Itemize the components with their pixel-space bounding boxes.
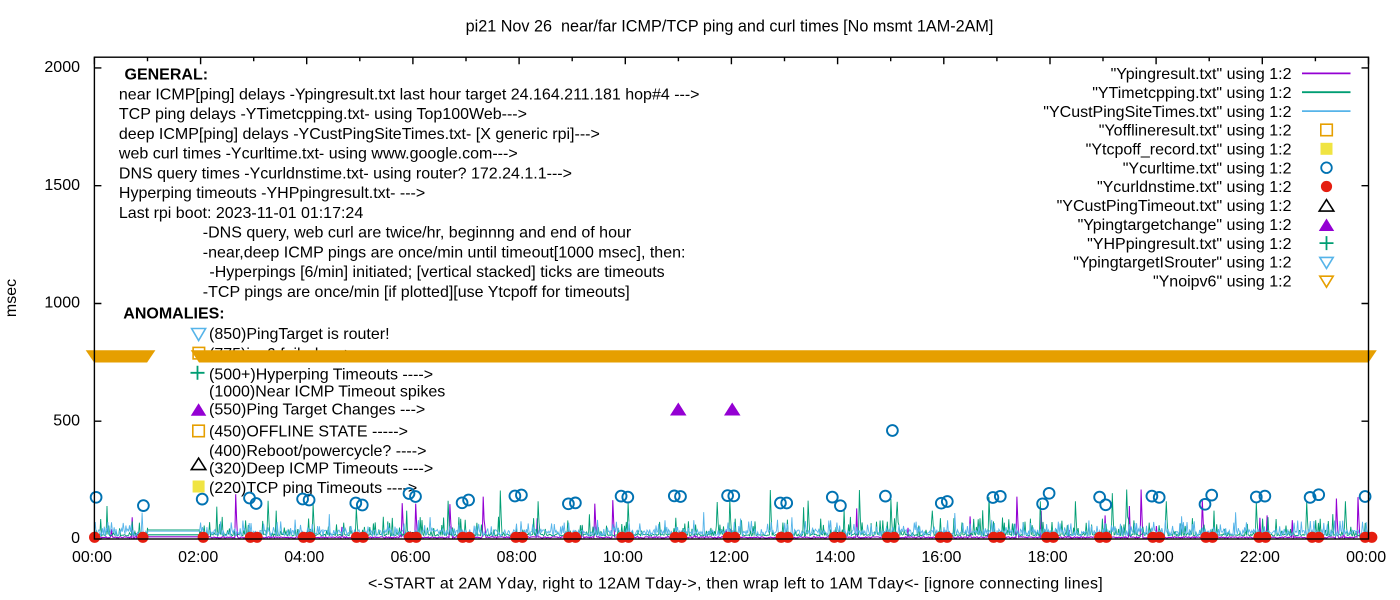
svg-text:deep ICMP[ping] delays -YCustP: deep ICMP[ping] delays -YCustPingSiteTim… [119, 126, 600, 143]
svg-text:2000: 2000 [44, 59, 80, 76]
svg-text:"Yofflineresult.txt" using 1:2: "Yofflineresult.txt" using 1:2 [1099, 123, 1292, 140]
svg-text:1500: 1500 [44, 177, 80, 194]
svg-text:"YCustPingTimeout.txt" using 1: "YCustPingTimeout.txt" using 1:2 [1057, 198, 1292, 215]
svg-text:-DNS query, web curl are twice: -DNS query, web curl are twice/hr, begin… [203, 225, 632, 242]
svg-text:0: 0 [71, 530, 80, 547]
svg-text:(1000)Near ICMP Timeout spikes: (1000)Near ICMP Timeout spikes [209, 384, 445, 401]
svg-text:1000: 1000 [44, 295, 80, 312]
svg-text:Last rpi boot: 2023-11-01 01:1: Last rpi boot: 2023-11-01 01:17:24 [119, 205, 363, 222]
svg-text:"YCustPingSiteTimes.txt" using: "YCustPingSiteTimes.txt" using 1:2 [1043, 104, 1291, 121]
svg-text:04:00: 04:00 [284, 549, 324, 566]
svg-text:GENERAL:: GENERAL: [125, 67, 209, 84]
svg-text:10:00: 10:00 [603, 549, 643, 566]
svg-text:500: 500 [53, 412, 80, 429]
svg-text:18:00: 18:00 [1028, 549, 1068, 566]
svg-text:"Ypingtargetchange" using 1:2: "Ypingtargetchange" using 1:2 [1078, 217, 1292, 234]
svg-text:08:00: 08:00 [497, 549, 537, 566]
svg-text:14:00: 14:00 [815, 549, 855, 566]
svg-text:"Ycurltime.txt" using 1:2: "Ycurltime.txt" using 1:2 [1123, 160, 1292, 177]
svg-text:02:00: 02:00 [178, 549, 218, 566]
svg-text:06:00: 06:00 [390, 549, 430, 566]
svg-text:"YTimetcpping.txt" using 1:2: "YTimetcpping.txt" using 1:2 [1092, 85, 1291, 102]
svg-text:-TCP pings are once/min [if pl: -TCP pings are once/min [if plotted][use… [203, 284, 630, 301]
svg-text:<-START at 2AM Yday, right to: <-START at 2AM Yday, right to 12AM Tday-… [368, 576, 1103, 593]
svg-text:00:00: 00:00 [72, 549, 112, 566]
svg-text:(500+)Hyperping Timeouts ---->: (500+)Hyperping Timeouts ----> [209, 367, 433, 384]
svg-text:-near,deep ICMP pings are once: -near,deep ICMP pings are once/min until… [203, 244, 686, 261]
svg-text:web curl times -Ycurltime.txt-: web curl times -Ycurltime.txt- using www… [118, 146, 518, 163]
svg-text:00:00: 00:00 [1346, 549, 1386, 566]
svg-text:near ICMP[ping] delays -Ypingr: near ICMP[ping] delays -Ypingresult.txt … [119, 87, 700, 104]
svg-text:20:00: 20:00 [1134, 549, 1174, 566]
svg-text:msec: msec [3, 279, 20, 317]
svg-text:12:00: 12:00 [709, 549, 749, 566]
svg-text:pi21 Nov 26 near/far ICMP/TCP: pi21 Nov 26 near/far ICMP/TCP ping and c… [466, 18, 994, 36]
svg-text:"Ypingresult.txt" using 1:2: "Ypingresult.txt" using 1:2 [1111, 66, 1292, 83]
svg-text:(220)TCP ping Timeouts ---->: (220)TCP ping Timeouts ----> [209, 480, 417, 497]
svg-text:22:00: 22:00 [1240, 549, 1280, 566]
svg-text:TCP ping delays -YTimetcpping.: TCP ping delays -YTimetcpping.txt- using… [119, 106, 527, 123]
svg-text:"Ycurldnstime.txt" using 1:2: "Ycurldnstime.txt" using 1:2 [1097, 179, 1292, 196]
svg-text:Hyperping timeouts -YHPpingres: Hyperping timeouts -YHPpingresult.txt- -… [119, 185, 425, 202]
svg-text:-Hyperpings [6/min] initiated;: -Hyperpings [6/min] initiated; [vertical… [209, 264, 664, 281]
svg-text:DNS query times -Ycurldnstime.: DNS query times -Ycurldnstime.txt- using… [119, 165, 572, 182]
svg-text:"Ytcpoff_record.txt" using 1:2: "Ytcpoff_record.txt" using 1:2 [1086, 142, 1292, 159]
svg-text:16:00: 16:00 [921, 549, 961, 566]
svg-text:"YHPpingresult.txt" using 1:2: "YHPpingresult.txt" using 1:2 [1087, 236, 1291, 253]
svg-text:(320)Deep ICMP Timeouts ---->: (320)Deep ICMP Timeouts ----> [209, 460, 433, 477]
svg-text:(850)PingTarget is router!: (850)PingTarget is router! [209, 326, 390, 343]
svg-text:(400)Reboot/powercycle? ---->: (400)Reboot/powercycle? ----> [209, 443, 426, 460]
svg-text:"YpingtargetISrouter" using 1:: "YpingtargetISrouter" using 1:2 [1073, 255, 1291, 272]
svg-text:"Ynoipv6" using 1:2: "Ynoipv6" using 1:2 [1153, 273, 1292, 290]
svg-text:ANOMALIES:: ANOMALIES: [123, 306, 224, 323]
svg-text:(550)Ping Target Changes --->: (550)Ping Target Changes ---> [209, 402, 425, 419]
svg-text:(450)OFFLINE STATE ----->: (450)OFFLINE STATE -----> [209, 424, 408, 441]
